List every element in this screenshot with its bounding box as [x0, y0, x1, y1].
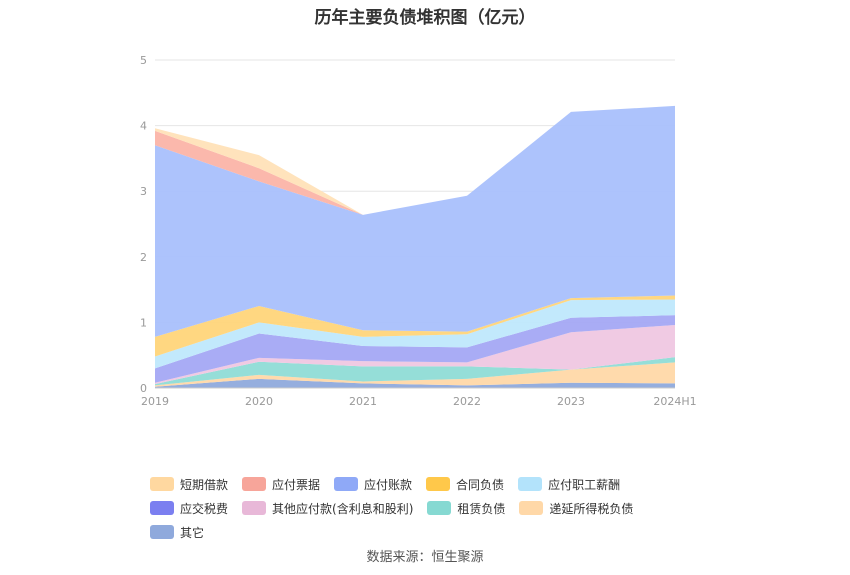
y-tick-label: 2: [140, 251, 147, 264]
legend: 短期借款 应付票据 应付账款 合同负债 应付职工薪酬应交税费 其他应付款(含利息和股利) 租…: [150, 472, 710, 544]
area-series: [155, 105, 675, 388]
x-tick-label: 2021: [349, 395, 377, 408]
y-tick-label: 3: [140, 185, 147, 198]
area-series-8: [155, 105, 675, 215]
x-tick-label: 2022: [453, 395, 481, 408]
legend-swatch: [150, 525, 174, 539]
legend-item[interactable]: 其他应付款(含利息和股利): [242, 496, 413, 520]
data-source: 数据来源：恒生聚源: [366, 550, 484, 565]
y-tick-label: 0: [140, 382, 147, 395]
area-series-1: [155, 362, 675, 387]
legend-swatch: [150, 501, 174, 515]
y-tick-label: 1: [140, 316, 147, 329]
legend-label: 短期借款: [180, 477, 229, 492]
legend-item[interactable]: 应付职工薪酬: [518, 472, 620, 496]
legend-label: 合同负债: [456, 477, 505, 492]
legend-item[interactable]: 应交税费: [150, 496, 228, 520]
legend-label: 应交税费: [180, 501, 229, 516]
area-chart: 0 1 2 3 4 5 2019 2020 2021 2022 2023 2024H1: [140, 54, 697, 408]
area-series-3: [155, 325, 675, 385]
legend-item[interactable]: 短期借款: [150, 472, 228, 496]
x-axis-tick-labels: 2019 2020 2021 2022 2023 2024H1: [141, 395, 697, 408]
legend-swatch: [334, 477, 359, 491]
y-tick-label: 5: [140, 54, 147, 67]
legend-label: 应付职工薪酬: [548, 477, 621, 492]
legend-items: 短期借款 应付票据 应付账款 合同负债 应付职工薪酬应交税费 其他应付款(含利息和股利) 租…: [150, 472, 710, 544]
area-series-9: [155, 105, 675, 215]
y-tick-label: 4: [140, 120, 147, 133]
legend-swatch: [519, 501, 544, 515]
area-series-7: [155, 105, 675, 337]
legend-label: 租赁负债: [457, 501, 506, 516]
legend-swatch: [427, 501, 452, 515]
legend-item[interactable]: 合同负债: [426, 472, 504, 496]
x-tick-label: 2023: [557, 395, 585, 408]
legend-label: 其它: [180, 525, 205, 540]
legend-item[interactable]: 应付票据: [242, 472, 320, 496]
legend-swatch: [150, 477, 174, 491]
y-axis-tick-labels: 0 1 2 3 4 5: [140, 54, 147, 395]
legend-label: 应付票据: [272, 477, 321, 492]
legend-item[interactable]: 递延所得税负债: [519, 496, 633, 520]
x-tick-label: 2020: [245, 395, 273, 408]
legend-item[interactable]: 其它: [150, 520, 204, 544]
x-tick-label: 2024H1: [653, 395, 696, 408]
legend-label: 其他应付款(含利息和股利): [272, 501, 414, 516]
area-series-5: [155, 299, 675, 369]
legend-swatch: [242, 477, 267, 491]
legend-label: 递延所得税负债: [549, 501, 634, 516]
legend-swatch: [518, 477, 543, 491]
chart-title: 历年主要负债堆积图（亿元）: [314, 8, 536, 28]
area-series-4: [155, 315, 675, 383]
area-series-2: [155, 357, 675, 386]
legend-swatch: [242, 501, 267, 515]
area-series-0: [155, 378, 675, 388]
legend-swatch: [426, 477, 451, 491]
x-tick-label: 2019: [141, 395, 169, 408]
legend-item[interactable]: 租赁负债: [427, 496, 505, 520]
legend-label: 应付账款: [364, 477, 413, 492]
legend-item[interactable]: 应付账款: [334, 472, 412, 496]
